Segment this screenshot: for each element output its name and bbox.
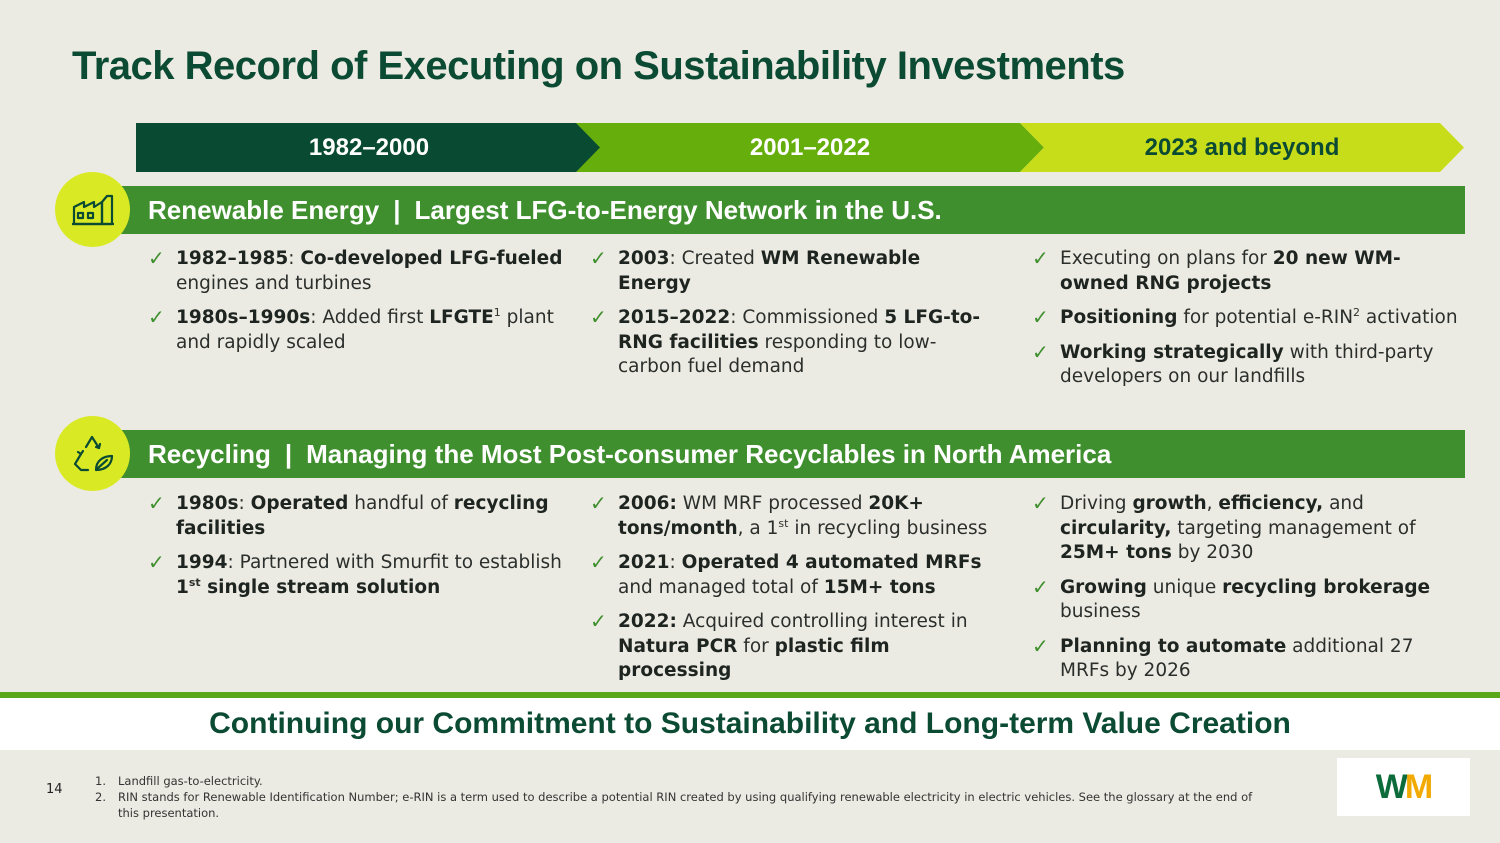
list-item: ✓ Driving growth, efficiency, and circul… xyxy=(1032,491,1416,563)
list-item: ✓ Working strategically with third-party… xyxy=(1032,339,1434,388)
checkmark-icon: ✓ xyxy=(148,491,165,515)
section-label: Renewable Energy xyxy=(148,194,380,225)
list-item: ✓ Positioning for potential e-RIN2 activ… xyxy=(1032,305,1458,329)
checkmark-icon: ✓ xyxy=(590,305,607,329)
renewable-col-1980s: ✓ 1982–1985: Co-developed LFG-fueled eng… xyxy=(148,246,568,365)
checkmark-icon: ✓ xyxy=(148,305,165,329)
recycling-col-future: ✓ Driving growth, efficiency, and circul… xyxy=(1032,491,1462,694)
list-item: ✓ 1982–1985: Co-developed LFG-fueled eng… xyxy=(148,246,563,294)
checkmark-icon: ✓ xyxy=(148,246,165,270)
checkmark-icon: ✓ xyxy=(1032,574,1049,599)
renewable-col-2000s: ✓ 2003: Created WM Renewable Energy ✓ 20… xyxy=(590,246,990,390)
checkmark-icon: ✓ xyxy=(590,609,607,633)
timeline-period-3: 2023 and beyond xyxy=(1020,123,1464,172)
section-separator: | xyxy=(284,438,293,469)
list-item: ✓ 2022: Acquired controlling interest in… xyxy=(590,609,968,681)
checkmark-icon: ✓ xyxy=(1032,491,1049,515)
list-item: ✓ Planning to automate additional 27 MRF… xyxy=(1032,633,1414,682)
list-item: ✓ Growing unique recycling brokerage bus… xyxy=(1032,574,1431,623)
list-item: ✓ 2003: Created WM Renewable Energy xyxy=(590,246,921,294)
footnotes: 1. Landfill gas-to-electricity. 2. RIN s… xyxy=(95,773,1255,821)
section-heading: Largest LFG-to-Energy Network in the U.S… xyxy=(414,194,942,225)
timeline-period-1: 1982–2000 xyxy=(136,123,602,172)
recycling-col-1980s: ✓ 1980s: Operated handful of recycling f… xyxy=(148,491,568,610)
list-item: ✓ 1980s: Operated handful of recycling f… xyxy=(148,491,549,539)
section-label: Recycling xyxy=(148,438,271,469)
commitment-banner: Continuing our Commitment to Sustainabil… xyxy=(0,698,1500,750)
checkmark-icon: ✓ xyxy=(1032,339,1049,364)
page-number: 14 xyxy=(46,782,63,797)
checkmark-icon: ✓ xyxy=(590,491,607,515)
section-separator: | xyxy=(393,194,401,225)
checkmark-icon: ✓ xyxy=(1032,633,1049,658)
checkmark-icon: ✓ xyxy=(590,246,607,270)
footnote: 1. Landfill gas-to-electricity. xyxy=(95,774,263,788)
divider-line xyxy=(0,692,1500,698)
checkmark-icon: ✓ xyxy=(1032,305,1049,329)
timeline-period-2: 2001–2022 xyxy=(576,123,1044,172)
list-item: ✓ 1980s–1990s: Added first LFGTE1 plant … xyxy=(148,305,554,353)
list-item: ✓ 2006: WM MRF processed 20K+ tons/month… xyxy=(590,491,988,539)
page-title: Track Record of Executing on Sustainabil… xyxy=(72,44,1125,88)
list-item: ✓ Executing on plans for 20 new WM-owned… xyxy=(1032,246,1401,294)
checkmark-icon: ✓ xyxy=(1032,246,1049,270)
recycling-col-2000s: ✓ 2006: WM MRF processed 20K+ tons/month… xyxy=(590,491,1005,694)
recycle-icon xyxy=(55,416,130,491)
recycling-bar: Recycling | Managing the Most Post-consu… xyxy=(120,430,1465,478)
list-item: ✓ 2015–2022: Commissioned 5 LFG-to-RNG f… xyxy=(590,305,981,377)
section-heading: Managing the Most Post-consumer Recyclab… xyxy=(306,438,1112,469)
checkmark-icon: ✓ xyxy=(148,550,165,574)
footnote: 2. RIN stands for Renewable Identificati… xyxy=(95,790,1253,820)
renewable-col-future: ✓ Executing on plans for 20 new WM-owned… xyxy=(1032,246,1462,400)
renewable-energy-bar: Renewable Energy | Largest LFG-to-Energy… xyxy=(120,186,1465,234)
list-item: ✓ 1994: Partnered with Smurfit to establ… xyxy=(148,550,562,598)
list-item: ✓ 2021: Operated 4 automated MRFs and ma… xyxy=(590,550,982,598)
checkmark-icon: ✓ xyxy=(590,550,607,574)
factory-icon xyxy=(55,172,130,247)
